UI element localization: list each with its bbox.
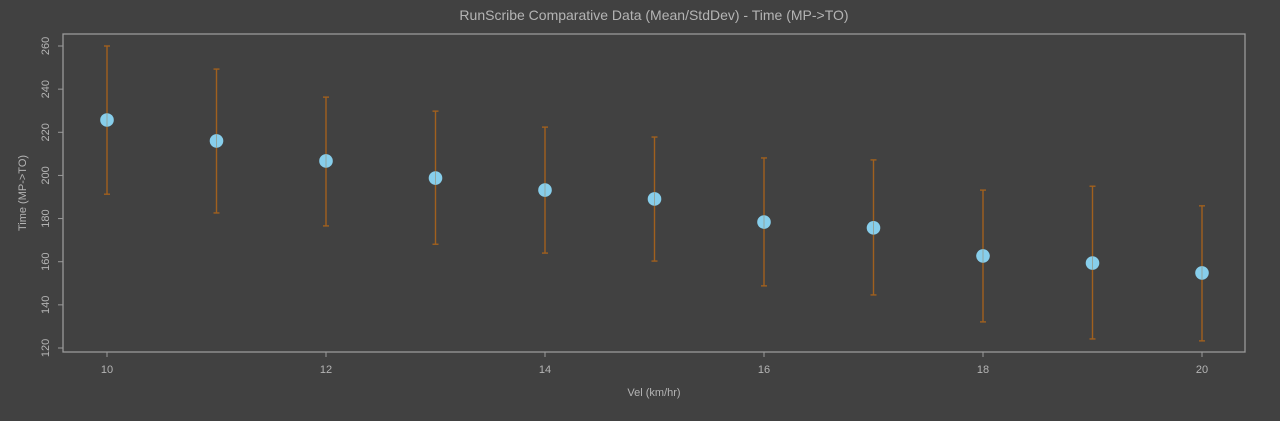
mean-point <box>538 183 552 197</box>
y-tick-label: 160 <box>40 253 52 271</box>
x-tick-label: 14 <box>539 364 551 376</box>
chart-title: RunScribe Comparative Data (Mean/StdDev)… <box>459 7 848 23</box>
y-axis-label: Time (MP->TO) <box>17 155 29 231</box>
y-tick-label: 180 <box>40 209 52 227</box>
mean-point <box>1195 266 1209 280</box>
y-tick-label: 200 <box>40 166 52 184</box>
y-tick-label: 240 <box>40 80 52 98</box>
mean-point <box>866 221 881 235</box>
x-tick-label: 12 <box>320 364 332 376</box>
mean-point <box>209 134 224 148</box>
x-tick-label: 20 <box>1196 364 1208 376</box>
mean-point <box>428 171 443 185</box>
y-axis: 120 140 160 180 200 220 240 260 <box>40 37 63 357</box>
x-axis: 10 12 14 16 18 20 <box>101 352 1208 376</box>
mean-points-group <box>100 113 1209 280</box>
x-tick-label: 16 <box>758 364 770 376</box>
mean-point <box>1085 256 1100 270</box>
x-tick-label: 10 <box>101 364 113 376</box>
y-tick-label: 120 <box>40 339 52 357</box>
plot-area-frame <box>62 33 1246 353</box>
x-tick-label: 18 <box>977 364 989 376</box>
mean-point <box>319 154 333 168</box>
mean-point <box>757 215 771 229</box>
y-tick-label: 220 <box>40 123 52 141</box>
mean-point <box>647 192 662 206</box>
y-tick-label: 260 <box>40 37 52 55</box>
y-tick-label: 140 <box>40 296 52 314</box>
mean-point <box>100 113 114 127</box>
x-axis-label: Vel (km/hr) <box>627 387 680 399</box>
mean-point <box>976 249 990 263</box>
